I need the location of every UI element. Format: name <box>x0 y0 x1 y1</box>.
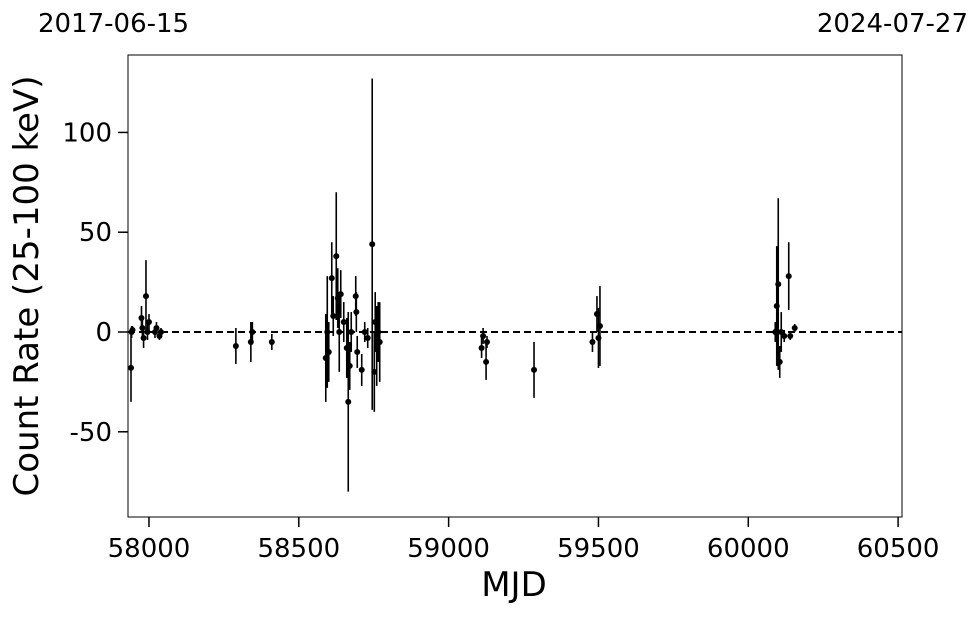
point <box>333 253 340 260</box>
point <box>336 329 343 336</box>
point <box>330 313 337 320</box>
point <box>358 366 365 373</box>
point <box>268 338 275 345</box>
point <box>371 368 378 375</box>
point <box>232 342 239 349</box>
point <box>478 344 485 351</box>
point <box>346 362 353 369</box>
point <box>139 325 146 332</box>
point <box>328 275 335 282</box>
point <box>354 348 361 355</box>
y-tick-label: 100 <box>62 118 112 148</box>
y-tick-label: 50 <box>79 218 112 248</box>
y-axis-label: Count Rate (25-100 keV) <box>7 76 47 497</box>
x-tick-label: 59500 <box>557 534 640 564</box>
point <box>781 332 788 339</box>
point <box>153 325 160 332</box>
x-tick-label: 58000 <box>108 534 191 564</box>
point <box>791 325 798 332</box>
point <box>138 315 145 322</box>
point <box>483 358 490 365</box>
point <box>145 319 152 326</box>
point <box>785 273 792 280</box>
point <box>369 241 376 248</box>
point <box>340 319 347 326</box>
x-tick-label: 60000 <box>707 534 790 564</box>
point <box>775 281 782 288</box>
start-date: 2017-06-15 <box>38 9 189 39</box>
point <box>144 329 151 336</box>
point <box>249 329 256 336</box>
point <box>531 366 538 373</box>
point <box>361 329 368 336</box>
point <box>787 332 794 339</box>
x-tick-label: 60500 <box>857 534 940 564</box>
point <box>345 398 352 405</box>
point <box>376 338 383 345</box>
plot-frame <box>127 54 903 518</box>
point <box>129 327 136 334</box>
x-tick-label: 58500 <box>257 534 340 564</box>
point <box>480 332 487 339</box>
x-axis-label: MJD <box>481 565 547 605</box>
point <box>157 329 164 336</box>
point <box>364 334 371 341</box>
y-tick-label: 0 <box>95 318 112 348</box>
point <box>348 329 355 336</box>
point <box>776 358 783 365</box>
point <box>127 364 134 371</box>
point <box>325 348 332 355</box>
y-tick-label: -50 <box>70 418 112 448</box>
point <box>483 338 490 345</box>
point <box>140 334 147 341</box>
point <box>353 309 360 316</box>
point <box>589 338 596 345</box>
point <box>142 293 149 300</box>
x-tick-label: 59000 <box>407 534 490 564</box>
point <box>596 323 603 330</box>
point <box>337 291 344 298</box>
end-date: 2024-07-27 <box>817 9 968 39</box>
